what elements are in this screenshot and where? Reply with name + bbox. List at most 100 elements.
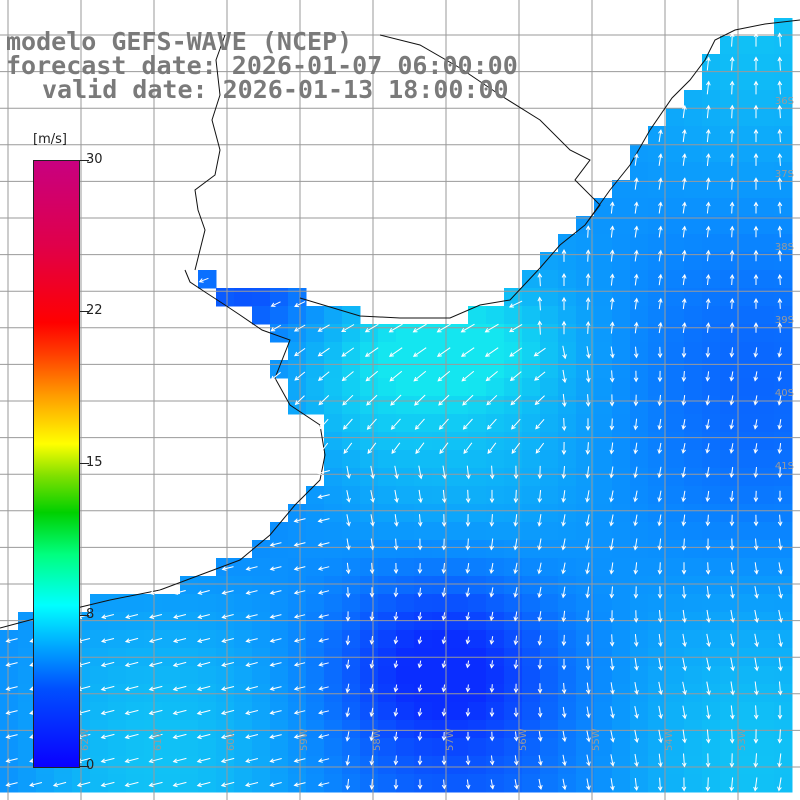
wind-arrow: [609, 490, 614, 503]
speed-cell: [594, 234, 613, 253]
wind-arrow: [148, 781, 163, 788]
wind-arrow: [561, 249, 567, 262]
speed-cell: [360, 594, 379, 613]
wind-arrow: [293, 782, 306, 787]
speed-cell: [738, 144, 757, 163]
speed-cell: [738, 396, 757, 415]
speed-cell: [522, 720, 541, 739]
wind-arrow: [489, 660, 495, 669]
speed-cell: [684, 162, 703, 181]
speed-cell: [288, 522, 307, 541]
speed-cell: [774, 738, 793, 757]
wind-arrow: [393, 731, 399, 742]
colorbar-tick-mark: [80, 160, 89, 161]
wind-arrow: [346, 490, 351, 503]
speed-cell: [378, 342, 397, 361]
speed-cell: [540, 486, 559, 505]
speed-cell: [450, 612, 469, 631]
speed-cell: [252, 666, 271, 685]
speed-cell: [450, 720, 469, 739]
wind-arrow: [633, 321, 639, 334]
wind-arrow: [245, 662, 258, 667]
speed-cell: [756, 324, 775, 343]
speed-cell: [324, 432, 343, 451]
wind-arrow: [29, 782, 43, 787]
speed-cell: [684, 252, 703, 271]
speed-cell: [522, 774, 541, 793]
speed-cell: [522, 702, 541, 721]
speed-cell: [378, 756, 397, 775]
wind-arrow: [220, 733, 235, 740]
speed-cell: [432, 594, 451, 613]
speed-cell: [558, 486, 577, 505]
wind-arrow: [729, 322, 735, 333]
speed-cell: [720, 270, 739, 289]
speed-cell: [396, 702, 415, 721]
speed-cell: [666, 684, 685, 703]
speed-cell: [612, 450, 631, 469]
speed-cell: [612, 756, 631, 775]
wind-arrow: [342, 394, 354, 406]
speed-cell: [558, 558, 577, 577]
speed-cell: [396, 720, 415, 739]
speed-cell: [234, 684, 253, 703]
speed-cell: [558, 630, 577, 649]
wind-arrow: [221, 614, 234, 619]
wind-arrow: [270, 371, 281, 381]
speed-cell: [612, 774, 631, 793]
speed-cell: [684, 522, 703, 541]
wind-arrow: [364, 347, 379, 357]
wind-arrow: [442, 465, 447, 480]
wind-arrow: [513, 514, 519, 527]
wind-arrow: [245, 590, 258, 595]
speed-cell: [486, 360, 505, 379]
lat-label: 36S: [774, 96, 794, 107]
speed-cell: [504, 774, 523, 793]
speed-cell: [738, 306, 757, 325]
wind-arrow: [633, 562, 639, 575]
speed-cell: [702, 720, 721, 739]
wind-arrow: [462, 418, 473, 430]
wind-arrow: [417, 684, 423, 693]
speed-cell: [648, 630, 667, 649]
wind-arrow: [753, 104, 759, 119]
wind-arrow: [633, 777, 639, 792]
speed-cell: [666, 252, 685, 271]
wind-arrow: [585, 586, 591, 599]
speed-cell: [774, 198, 793, 217]
wind-arrow: [441, 779, 447, 790]
speed-cell: [576, 738, 595, 757]
speed-cell: [774, 306, 793, 325]
wind-arrow: [609, 562, 614, 575]
speed-cell: [666, 756, 685, 775]
speed-cell: [540, 468, 559, 487]
wind-arrow: [513, 587, 518, 598]
wind-arrow: [245, 734, 259, 739]
speed-cell: [666, 360, 685, 379]
speed-cell: [630, 504, 649, 523]
speed-cell: [396, 486, 415, 505]
speed-cell: [324, 774, 343, 793]
speed-cell: [720, 378, 739, 397]
wind-arrow: [197, 614, 210, 619]
speed-cell: [360, 468, 379, 487]
speed-cell: [414, 378, 433, 397]
wind-arrow: [705, 395, 711, 406]
wind-arrow: [705, 443, 710, 454]
speed-cell: [594, 684, 613, 703]
speed-cell: [558, 702, 577, 721]
speed-cell: [360, 558, 379, 577]
speed-cell: [450, 396, 469, 415]
speed-cell: [612, 432, 631, 451]
speed-cell: [522, 540, 541, 559]
speed-cell: [324, 468, 343, 487]
speed-cell: [612, 216, 631, 235]
speed-cell: [450, 594, 469, 613]
wind-arrow: [293, 734, 306, 739]
wind-arrow: [657, 753, 663, 768]
speed-cell: [756, 396, 775, 415]
speed-cell: [252, 756, 271, 775]
speed-cell: [450, 666, 469, 685]
speed-cell: [342, 666, 361, 685]
